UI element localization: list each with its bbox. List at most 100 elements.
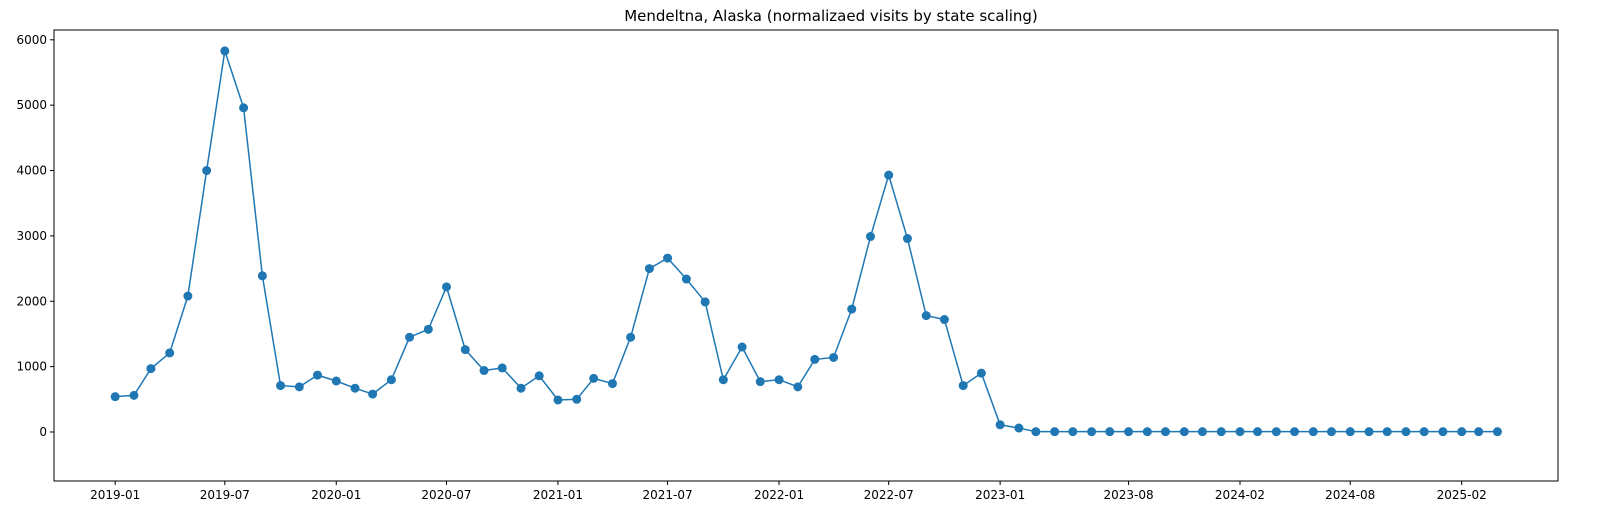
data-point bbox=[718, 375, 728, 385]
data-point bbox=[866, 232, 876, 242]
x-tick-label: 2024-08 bbox=[1325, 488, 1375, 502]
data-point bbox=[146, 364, 156, 374]
data-point bbox=[1345, 427, 1355, 437]
data-point bbox=[1105, 427, 1115, 437]
series-line bbox=[115, 50, 1498, 433]
data-point bbox=[1087, 427, 1097, 437]
data-point bbox=[1124, 427, 1134, 437]
data-point bbox=[1438, 427, 1448, 437]
data-point bbox=[257, 271, 267, 281]
data-point bbox=[810, 354, 820, 364]
data-point bbox=[110, 392, 120, 402]
data-point bbox=[1050, 427, 1060, 437]
data-point bbox=[958, 381, 968, 391]
x-tick-label: 2021-01 bbox=[533, 488, 583, 502]
data-point bbox=[220, 46, 230, 56]
data-point bbox=[793, 382, 803, 392]
data-point bbox=[921, 311, 931, 321]
data-point bbox=[1253, 427, 1263, 437]
data-point bbox=[1068, 427, 1078, 437]
data-point bbox=[1271, 427, 1281, 437]
y-tick-label: 6000 bbox=[16, 33, 47, 47]
data-point bbox=[368, 389, 378, 399]
data-point bbox=[995, 420, 1005, 430]
data-point bbox=[589, 373, 599, 383]
data-point bbox=[1290, 427, 1300, 437]
data-point bbox=[276, 381, 286, 391]
data-point bbox=[1364, 427, 1374, 437]
data-point bbox=[165, 348, 175, 358]
data-point bbox=[884, 170, 894, 180]
y-tick-label: 4000 bbox=[16, 164, 47, 178]
x-tick-label: 2020-01 bbox=[311, 488, 361, 502]
data-point bbox=[1216, 427, 1226, 437]
data-point bbox=[607, 379, 617, 389]
data-point bbox=[939, 315, 949, 325]
data-point bbox=[1031, 427, 1041, 437]
data-point bbox=[737, 342, 747, 352]
data-point bbox=[847, 304, 857, 314]
data-point bbox=[1382, 427, 1392, 437]
data-point bbox=[497, 363, 507, 373]
data-point bbox=[1474, 427, 1484, 437]
data-point bbox=[1326, 427, 1336, 437]
chart-title: Mendeltna, Alaska (normalizaed visits by… bbox=[624, 7, 1038, 25]
data-point bbox=[829, 352, 839, 362]
data-point bbox=[1014, 423, 1024, 433]
y-tick-label: 1000 bbox=[16, 360, 47, 374]
data-point bbox=[460, 345, 470, 355]
data-point bbox=[479, 366, 489, 376]
data-point bbox=[1197, 427, 1207, 437]
data-point bbox=[1142, 427, 1152, 437]
data-point bbox=[516, 383, 526, 393]
x-tick-label: 2021-07 bbox=[643, 488, 693, 502]
data-point bbox=[534, 371, 544, 381]
y-tick-label: 0 bbox=[39, 425, 47, 439]
data-point bbox=[1419, 427, 1429, 437]
x-tick-label: 2023-01 bbox=[975, 488, 1025, 502]
data-point bbox=[1179, 427, 1189, 437]
data-point bbox=[1457, 427, 1467, 437]
data-point bbox=[442, 282, 452, 292]
x-tick-label: 2025-02 bbox=[1437, 488, 1487, 502]
data-point bbox=[202, 166, 212, 176]
y-tick-label: 3000 bbox=[16, 229, 47, 243]
y-axis: 0 1000 2000 3000 4000 5000 6000 bbox=[16, 33, 54, 439]
data-point bbox=[1235, 427, 1245, 437]
data-point bbox=[183, 291, 193, 301]
data-point bbox=[976, 368, 986, 378]
x-tick-label: 2020-07 bbox=[421, 488, 471, 502]
data-point bbox=[1401, 427, 1411, 437]
y-tick-label: 2000 bbox=[16, 294, 47, 308]
data-point bbox=[553, 395, 563, 405]
data-point bbox=[700, 297, 710, 307]
data-point bbox=[644, 264, 654, 274]
x-tick-label: 2022-01 bbox=[754, 488, 804, 502]
data-point bbox=[239, 103, 249, 113]
data-point bbox=[774, 375, 784, 385]
data-point bbox=[1492, 427, 1502, 437]
data-point bbox=[405, 332, 415, 342]
data-point bbox=[626, 332, 636, 342]
x-tick-label: 2019-07 bbox=[200, 488, 250, 502]
data-point bbox=[663, 253, 673, 263]
plot-area-frame bbox=[53, 29, 1559, 482]
y-tick-label: 5000 bbox=[16, 98, 47, 112]
data-point bbox=[423, 324, 433, 334]
data-point bbox=[294, 382, 304, 392]
data-point bbox=[681, 274, 691, 284]
data-point bbox=[350, 383, 360, 393]
data-point bbox=[386, 375, 396, 385]
x-tick-label: 2019-01 bbox=[90, 488, 140, 502]
x-axis: 2019-01 2019-07 2020-01 2020-07 2021-01 2021-… bbox=[90, 481, 1487, 502]
data-points bbox=[110, 46, 1502, 437]
data-point bbox=[129, 390, 139, 400]
data-point bbox=[1308, 427, 1318, 437]
data-point bbox=[312, 370, 322, 380]
data-point bbox=[572, 394, 582, 404]
data-point bbox=[755, 377, 765, 387]
x-tick-label: 2023-08 bbox=[1103, 488, 1153, 502]
data-point bbox=[1160, 427, 1170, 437]
x-tick-label: 2024-02 bbox=[1215, 488, 1265, 502]
data-point bbox=[902, 234, 912, 244]
